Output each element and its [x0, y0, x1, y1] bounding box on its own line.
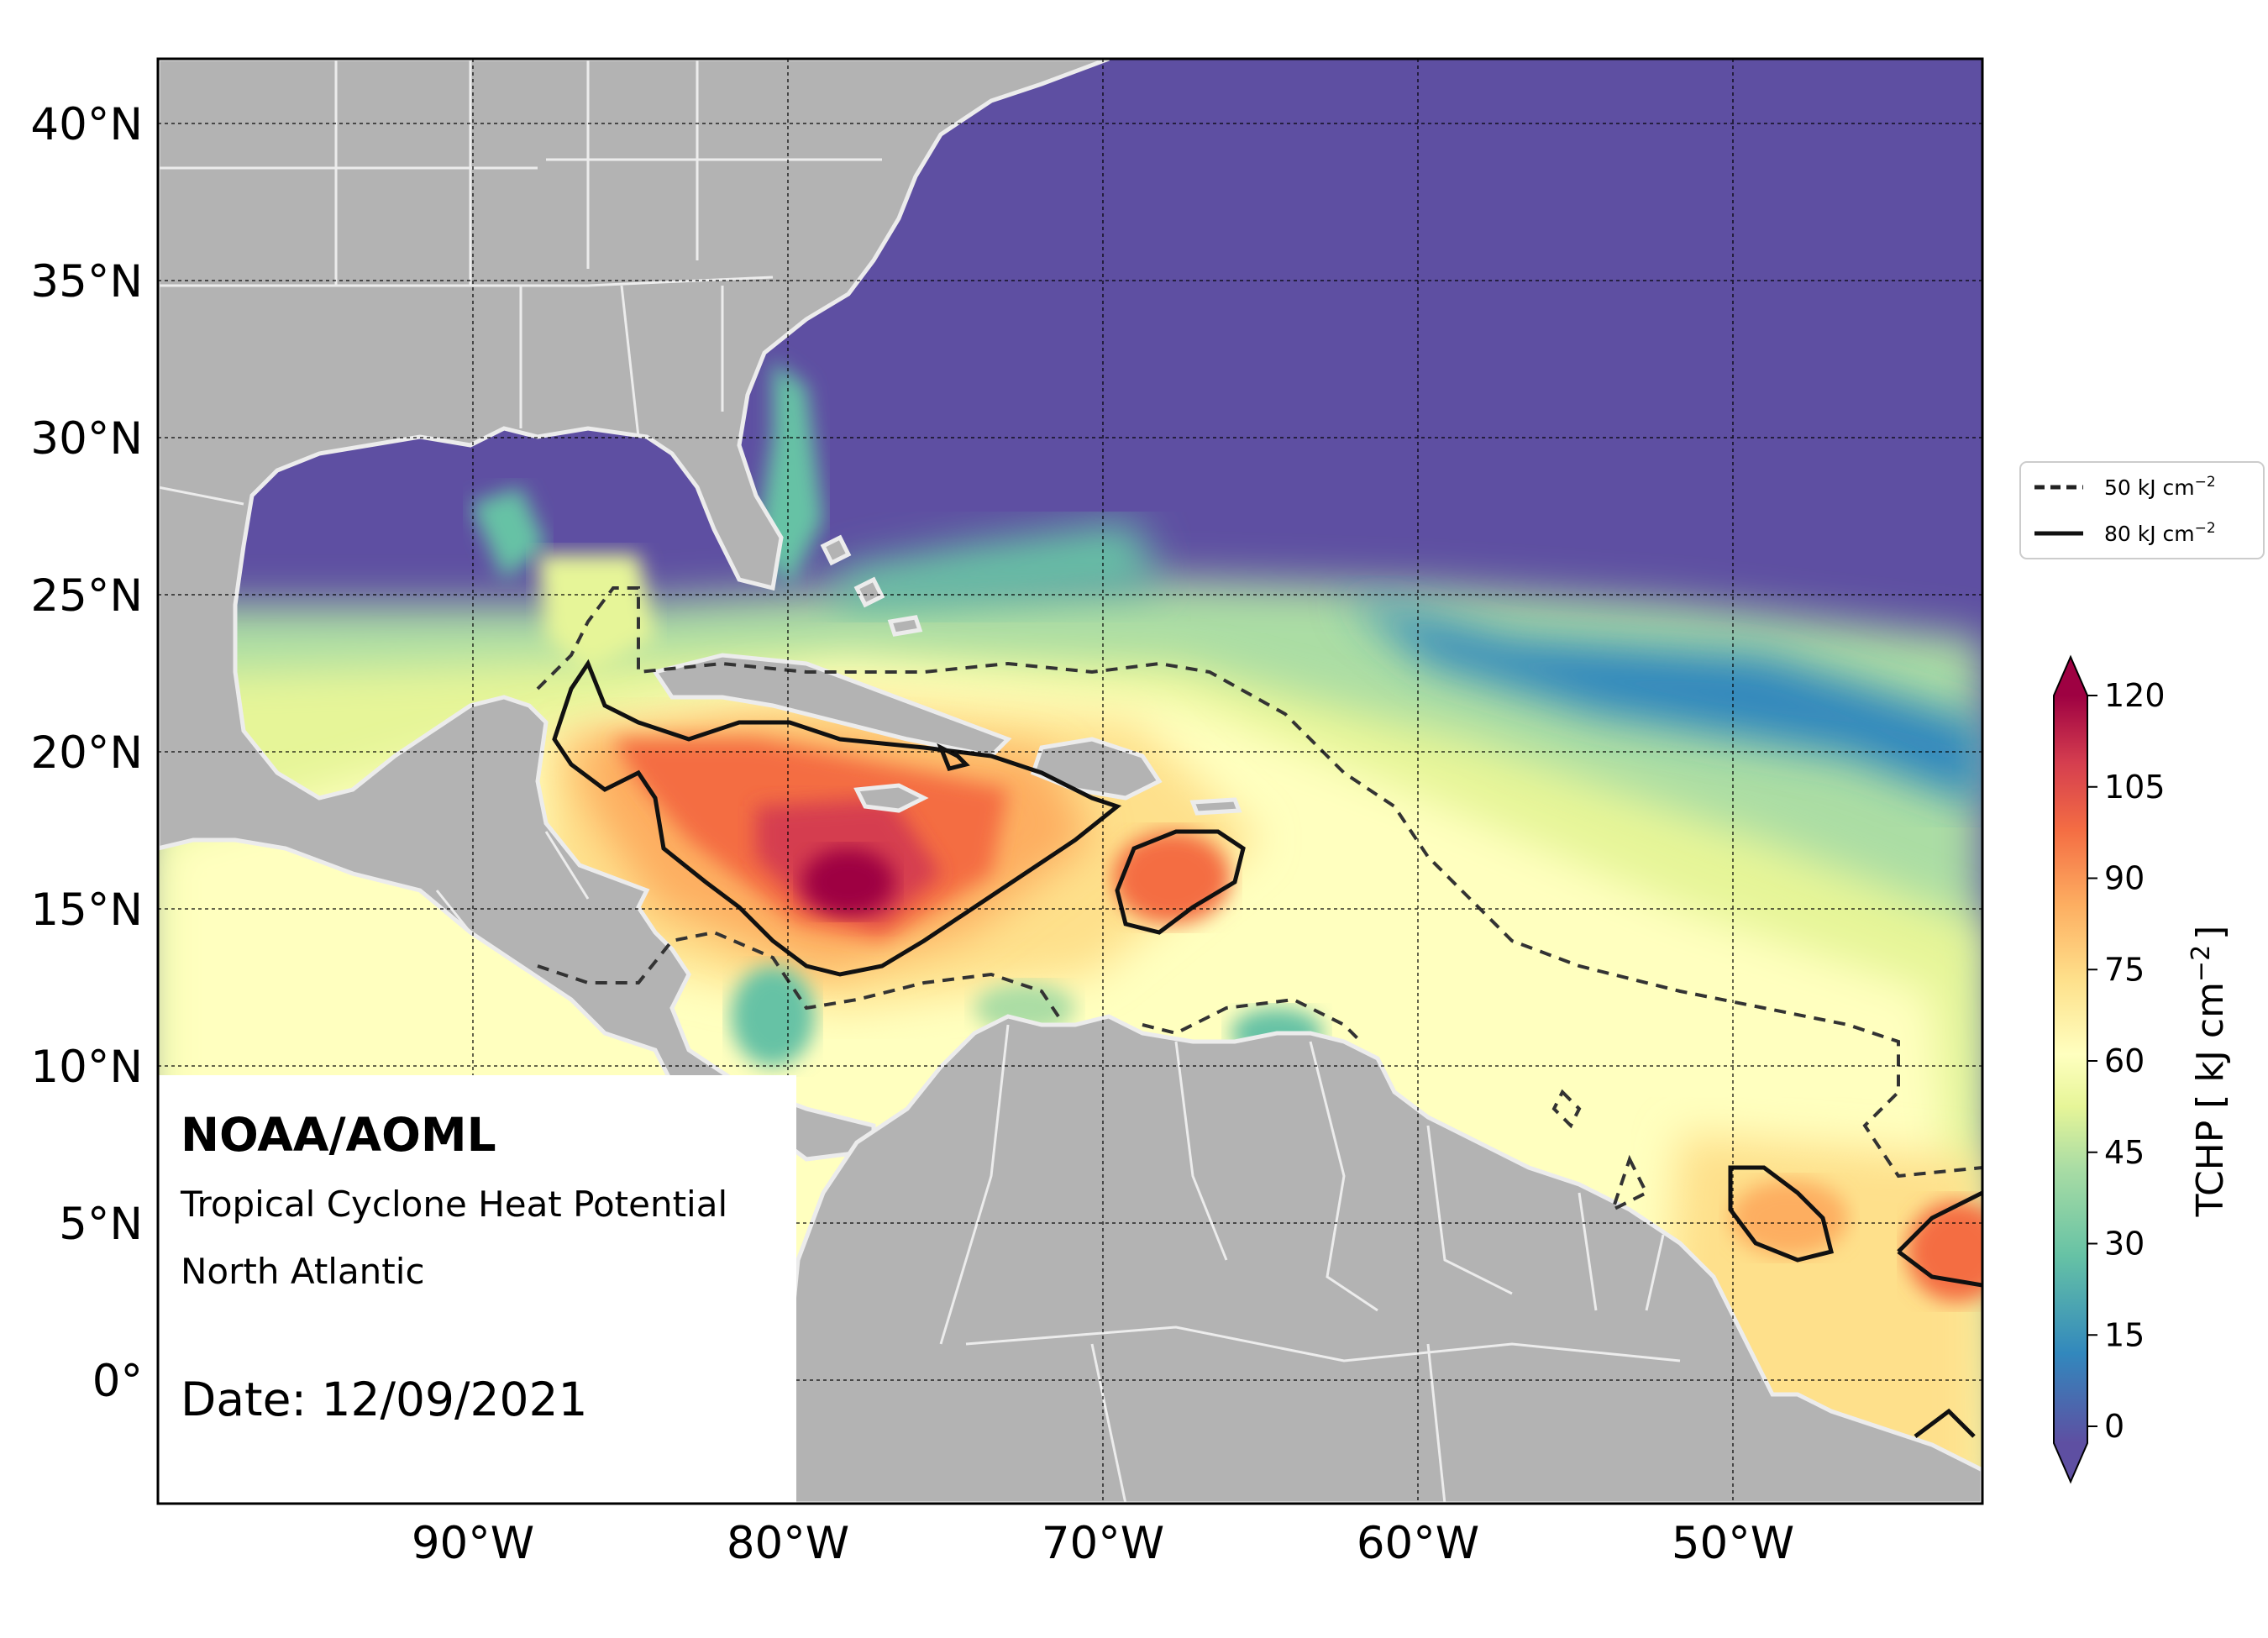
colorbar-outline — [2053, 654, 2088, 1484]
contour-legend: 50 kJ cm−2 80 kJ cm−2 — [2019, 461, 2265, 559]
lon-tick-label: 70°W — [1042, 1518, 1164, 1569]
colorbar-min-extend — [2054, 1443, 2087, 1482]
colorbar-tick-label: 90 — [2104, 860, 2145, 897]
date-label: Date: 12/09/2021 — [181, 1373, 587, 1426]
lat-tick-label: 30°N — [30, 413, 143, 465]
product-label: Tropical Cyclone Heat Potential — [180, 1184, 727, 1225]
map-panel — [158, 59, 1982, 1504]
colorbar-gradient — [2054, 696, 2087, 1443]
colorbar-tick-label: 0 — [2104, 1408, 2124, 1445]
political-borders — [158, 59, 1681, 1504]
region-label: North Atlantic — [181, 1251, 425, 1292]
colorbar-tick-label: 30 — [2104, 1226, 2145, 1263]
org-label: NOAA/AOML — [181, 1108, 496, 1162]
lat-tick-label: 40°N — [30, 99, 143, 150]
colorbar-tick-label: 105 — [2104, 769, 2166, 806]
lat-tick-label: 10°N — [30, 1042, 143, 1093]
lat-tick-label: 5°N — [59, 1199, 143, 1250]
lon-tick-label: 90°W — [412, 1518, 534, 1569]
colorbar-max-extend — [2054, 657, 2087, 696]
lon-tick-label: 60°W — [1357, 1518, 1479, 1569]
colorbar-label: TCHP [ kJ cm−2] — [2187, 926, 2232, 1218]
annotation-box — [158, 1075, 796, 1504]
colorbar-tick-label: 15 — [2104, 1316, 2145, 1353]
colorbar-tick-label: 75 — [2104, 951, 2145, 988]
contour-80 — [552, 659, 1982, 1438]
lat-tick-label: 20°N — [30, 727, 143, 779]
colorbar: 0 15 30 45 60 75 90 105 120 TCHP [ kJ cm−2] — [2053, 654, 2232, 1484]
lat-tick-label: 25°N — [30, 570, 143, 622]
legend-solid-label: 80 kJ cm−2 — [2104, 520, 2216, 546]
lon-tick-label: 50°W — [1672, 1518, 1794, 1569]
colorbar-ticks: 0 15 30 45 60 75 90 105 120 — [2087, 677, 2166, 1445]
lon-tick-labels: 90°W 80°W 70°W 60°W 50°W — [412, 1518, 1794, 1569]
lat-tick-label: 0° — [92, 1356, 143, 1407]
lat-tick-label: 15°N — [30, 885, 143, 936]
contour-50 — [536, 586, 1982, 1213]
colorbar-tick-label: 60 — [2104, 1042, 2145, 1079]
lat-tick-labels: 40°N 35°N 30°N 25°N 20°N 15°N 10°N 5°N 0… — [30, 99, 143, 1407]
legend-dashed-label: 50 kJ cm−2 — [2104, 474, 2216, 500]
map-frame — [156, 57, 1984, 1505]
lat-tick-label: 35°N — [30, 256, 143, 307]
lon-tick-label: 80°W — [727, 1518, 849, 1569]
colorbar-tick-label: 120 — [2104, 677, 2166, 714]
colorbar-tick-label: 45 — [2104, 1134, 2145, 1171]
